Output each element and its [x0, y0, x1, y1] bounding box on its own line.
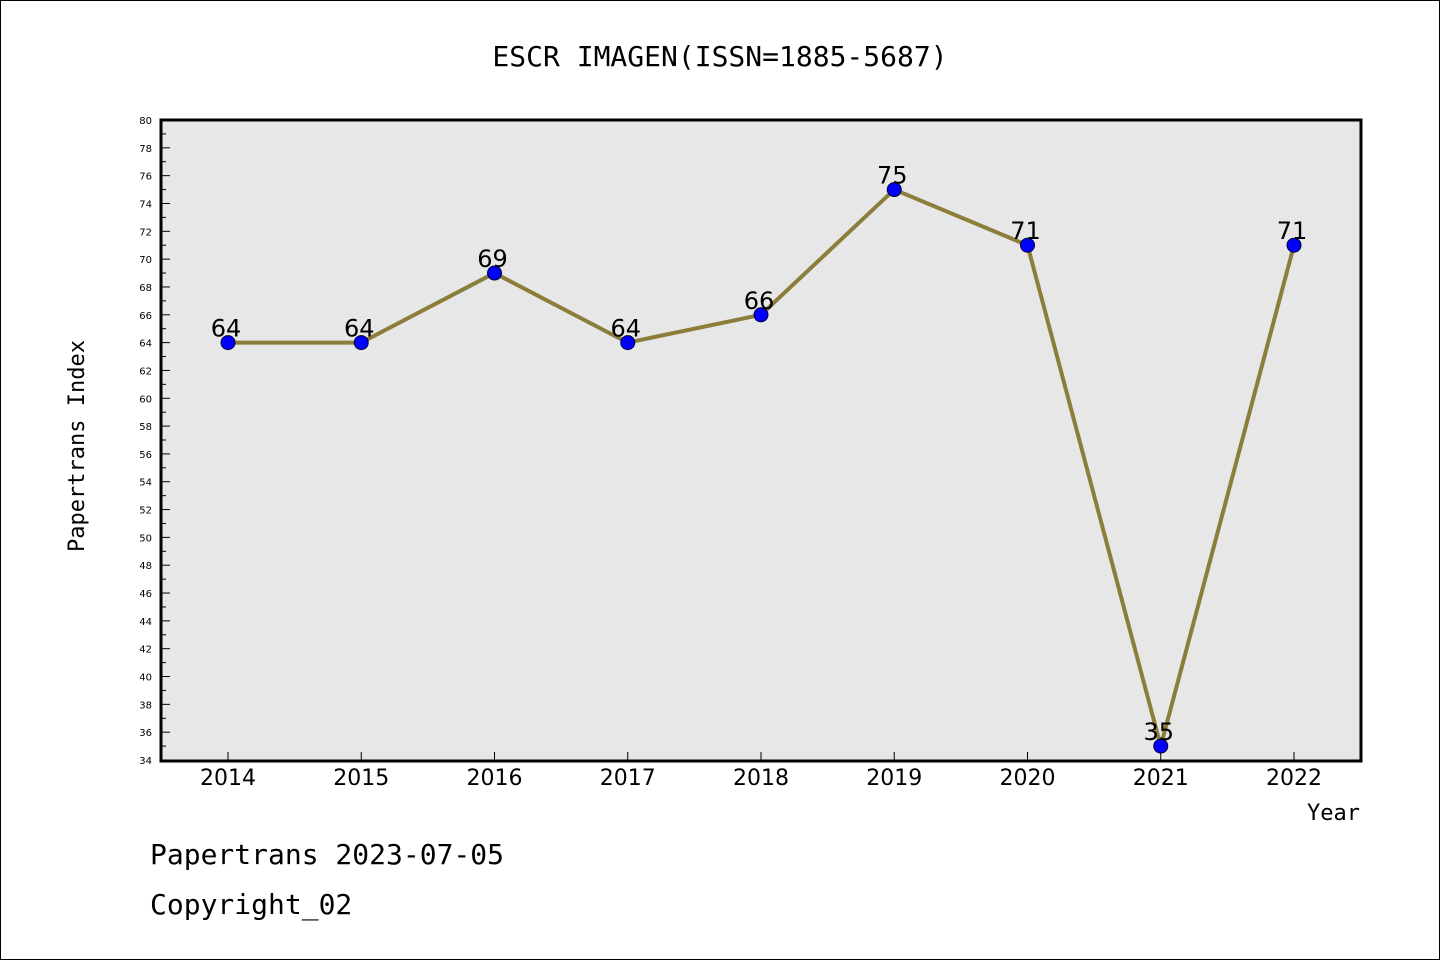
y-tick-label: 36	[139, 728, 152, 739]
y-tick-label: 74	[139, 199, 152, 210]
data-labels: 64 64 69 64 66 75 71 35 71	[211, 162, 1308, 747]
data-label: 64	[610, 315, 641, 343]
x-tick-label: 2019	[866, 766, 922, 791]
x-tick-label: 2021	[1133, 766, 1189, 791]
data-label: 64	[211, 315, 242, 343]
y-tick-label: 34	[139, 756, 152, 767]
data-point	[1153, 738, 1169, 754]
data-label: 71	[1277, 217, 1308, 245]
x-tick-label: 2018	[733, 766, 789, 791]
series-markers	[220, 182, 1302, 754]
data-label: 35	[1143, 718, 1174, 746]
data-point	[886, 182, 902, 198]
y-tick-label: 68	[139, 283, 152, 294]
y-tick-label: 80	[139, 116, 152, 127]
x-tick-label: 2022	[1266, 766, 1322, 791]
y-tick-label: 52	[139, 506, 152, 517]
y-tick-label: 42	[139, 645, 152, 656]
y-tick-label: 76	[139, 172, 152, 183]
y-tick-label: 58	[139, 422, 152, 433]
x-tick-label: 2016	[467, 766, 523, 791]
y-axis: 34 36 38 40 42 44 46 48 50 52 54 56 58 60 62 64 66 68 70 72…	[139, 116, 170, 767]
data-point	[353, 335, 369, 351]
y-axis-label: Papertrans Index	[65, 340, 90, 552]
y-tick-label: 38	[139, 700, 152, 711]
data-point	[620, 335, 636, 351]
y-tick-label: 40	[139, 673, 152, 684]
x-axis-label: Year	[1307, 801, 1360, 826]
y-tick-label: 64	[139, 339, 152, 350]
data-point	[220, 335, 236, 351]
y-tick-label: 44	[139, 617, 152, 628]
chart-title: ESCR IMAGEN(ISSN=1885-5687)	[492, 40, 947, 73]
data-point	[753, 307, 769, 323]
data-label: 71	[1010, 217, 1041, 245]
y-tick-label: 62	[139, 366, 152, 377]
x-axis: 2014 2015 2016 2017 2018 2019 2020 2021 2022	[200, 752, 1322, 791]
y-tick-label: 46	[139, 589, 152, 600]
data-label: 64	[344, 315, 375, 343]
y-tick-label: 70	[139, 255, 152, 266]
y-tick-label: 60	[139, 394, 152, 405]
data-point	[487, 265, 502, 281]
data-point	[1286, 237, 1302, 253]
data-point	[1020, 237, 1035, 253]
y-tick-label: 54	[139, 478, 152, 489]
footer-copyright: Copyright_02	[150, 888, 352, 922]
y-tick-label: 78	[139, 144, 152, 155]
plot-area	[159, 118, 1363, 763]
x-tick-label: 2017	[600, 766, 656, 791]
data-label: 75	[877, 162, 908, 190]
data-label: 66	[744, 287, 775, 315]
x-tick-label: 2014	[200, 766, 256, 791]
x-tick-label: 2015	[333, 766, 389, 791]
y-tick-label: 66	[139, 311, 152, 322]
data-label: 69	[477, 245, 508, 273]
x-tick-label: 2020	[1000, 766, 1056, 791]
y-tick-label: 48	[139, 561, 152, 572]
footer-date: Papertrans 2023-07-05	[150, 838, 504, 871]
y-tick-label: 50	[139, 533, 152, 544]
y-tick-label: 56	[139, 450, 152, 461]
y-tick-label: 72	[139, 227, 152, 238]
